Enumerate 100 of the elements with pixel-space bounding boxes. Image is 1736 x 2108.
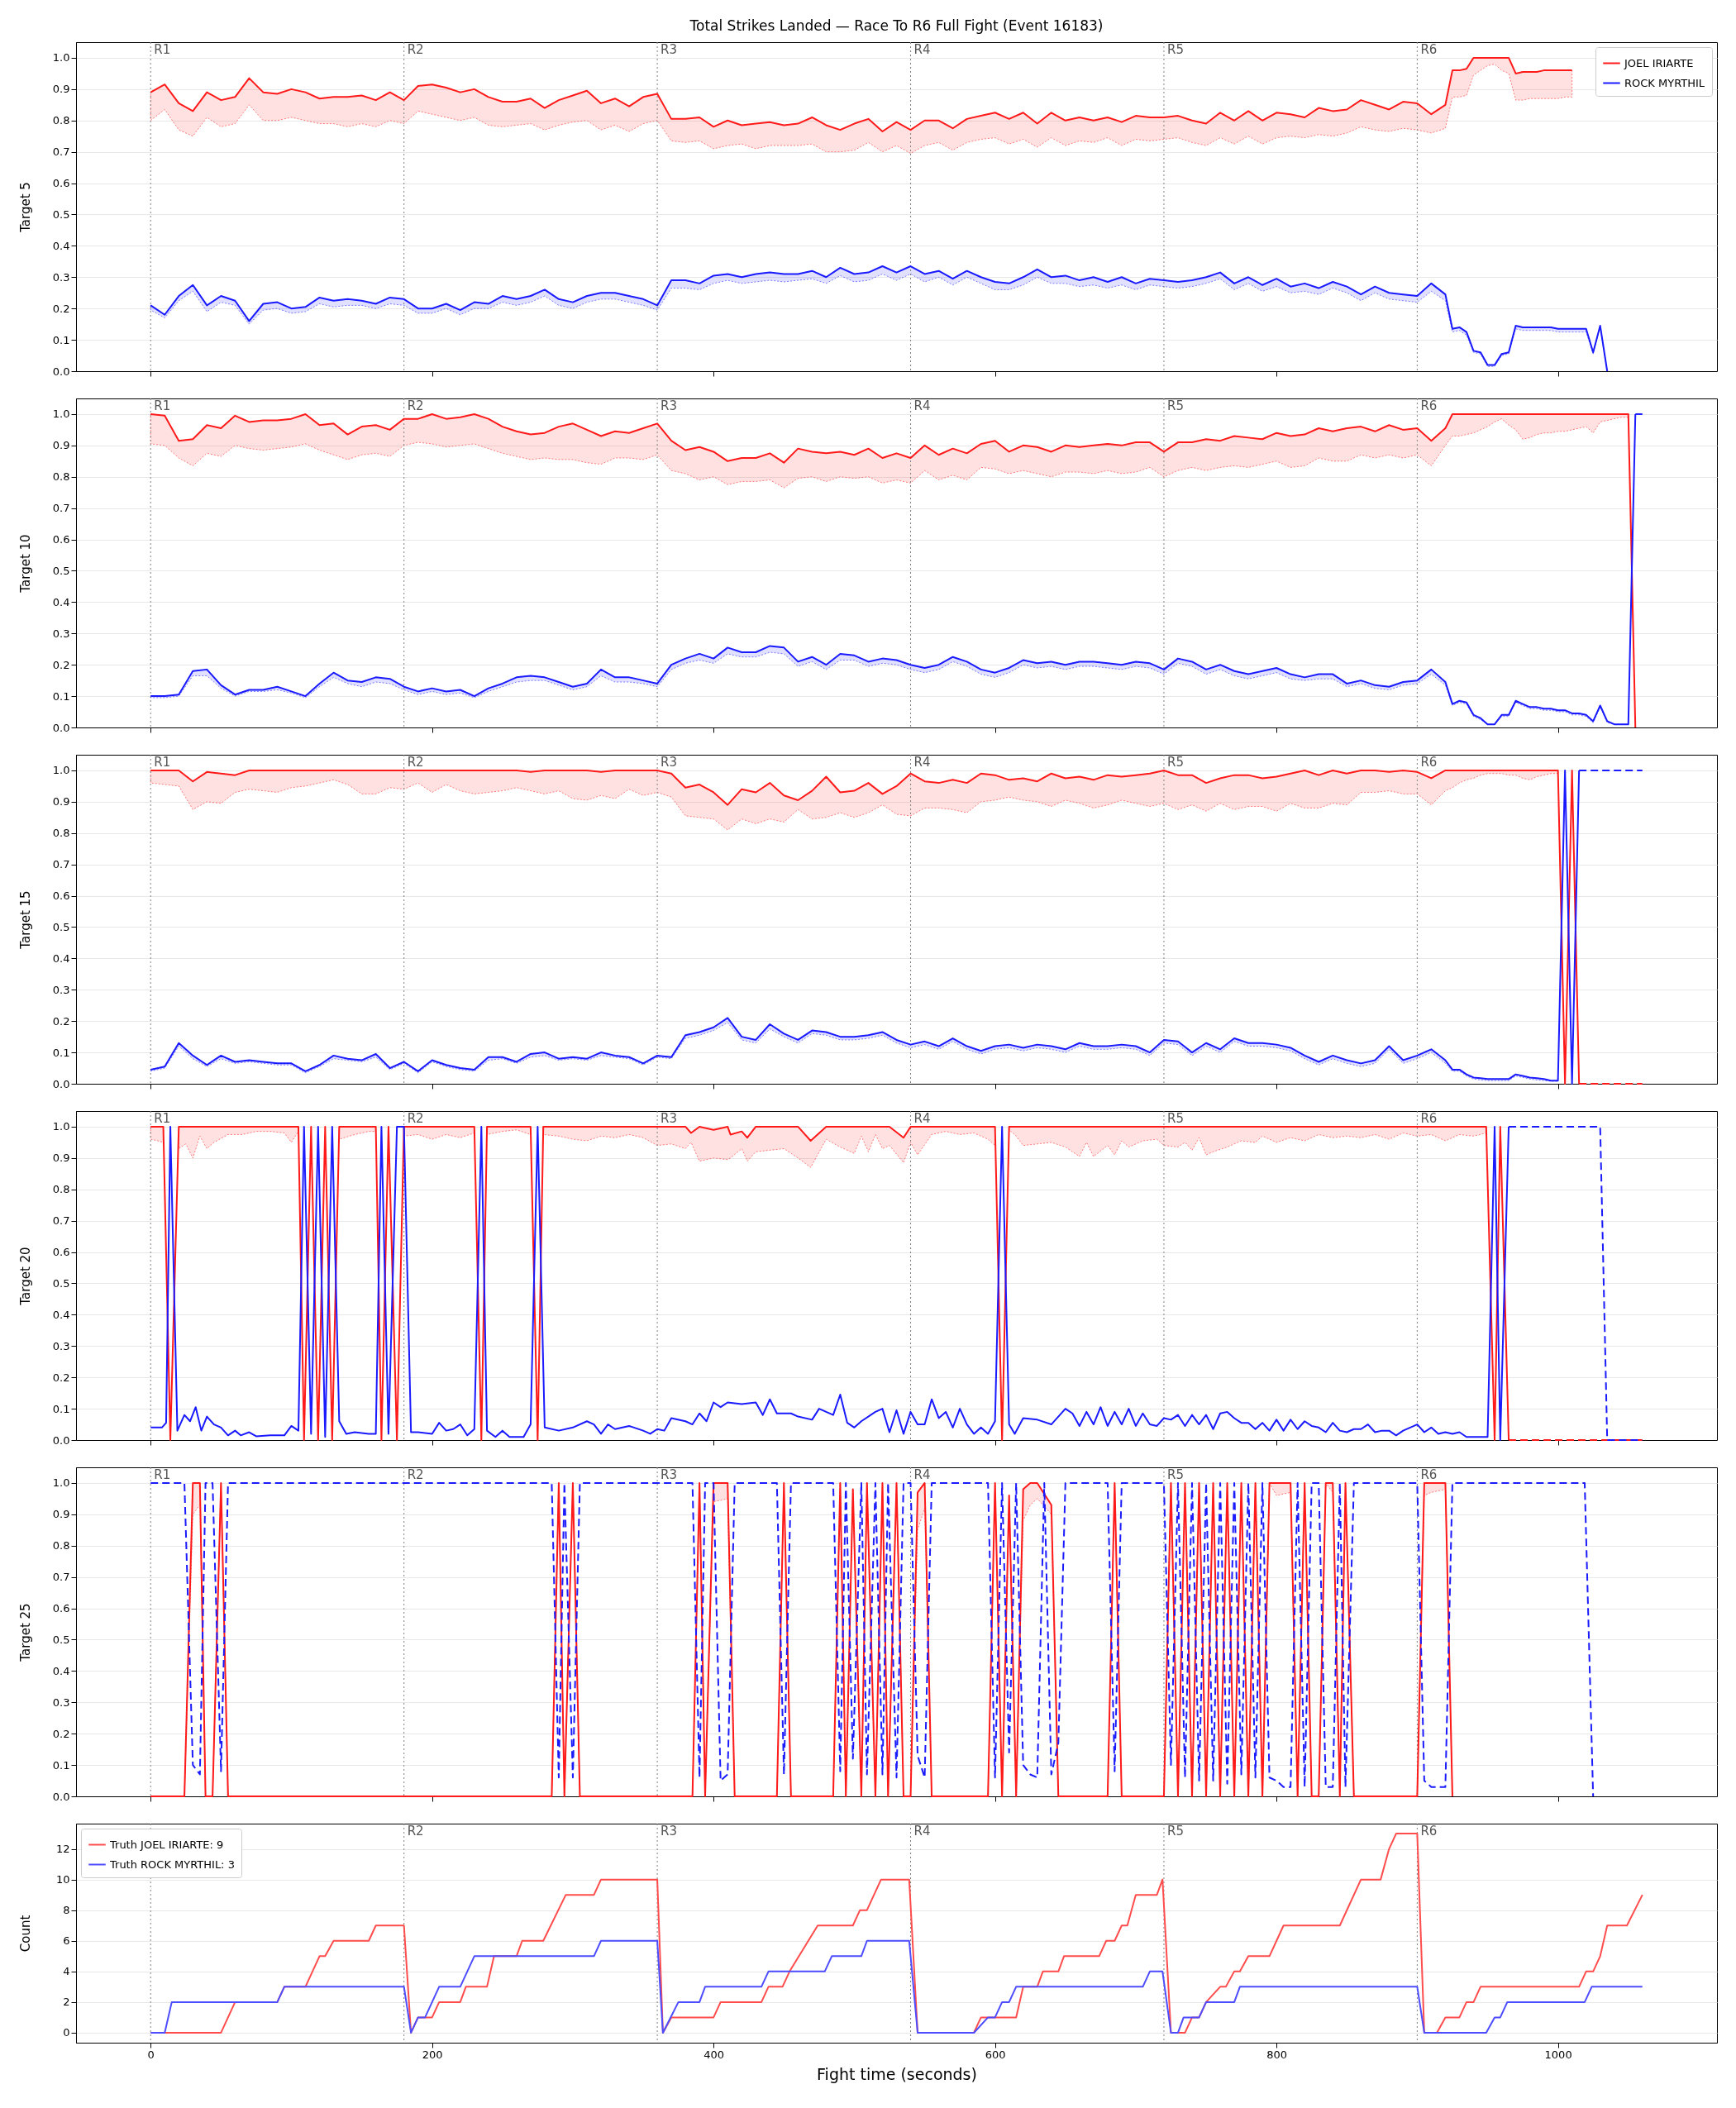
y-tick-label: 0.7 <box>52 858 70 871</box>
y-tick-label: 12 <box>55 1843 70 1856</box>
x-tick-label: 800 <box>1266 2048 1288 2061</box>
legend-label: Truth ROCK MYRTHIL: 3 <box>109 1858 235 1871</box>
ref-line-label: R4 <box>913 1824 931 1839</box>
y-tick-label: 0.4 <box>52 239 70 252</box>
y-tick-label: 1.0 <box>52 51 70 64</box>
y-tick-label: 0.9 <box>52 83 70 96</box>
ref-line-label: R3 <box>661 1467 678 1482</box>
ref-line-label: R5 <box>1166 1824 1184 1839</box>
y-tick-label: 0.2 <box>52 1014 70 1028</box>
ref-line-label: R4 <box>913 755 931 770</box>
ref-line-label: R6 <box>1420 755 1438 770</box>
ref-line-label: R6 <box>1420 1824 1438 1839</box>
y-tick-label: 0.3 <box>52 627 70 640</box>
y-tick-label: 0.2 <box>52 1371 70 1384</box>
x-tick-label: 0 <box>147 2048 155 2061</box>
ref-line-label: R2 <box>407 1467 424 1482</box>
ref-line-label: R6 <box>1420 1111 1438 1126</box>
y-tick-label: 0.7 <box>52 1571 70 1584</box>
ref-line-label: R5 <box>1166 398 1184 413</box>
y-axis-title: Count <box>17 1915 33 1953</box>
y-tick-label: 0.5 <box>52 920 70 933</box>
y-axis-title: Target 5 <box>17 182 33 233</box>
y-tick-label: 0.2 <box>52 1727 70 1740</box>
ref-line-label: R3 <box>661 42 678 57</box>
ref-line-label: R3 <box>661 1824 678 1839</box>
ref-line-label: R4 <box>913 1111 931 1126</box>
legend-label: JOEL IRIARTE <box>1624 56 1694 69</box>
ref-line-label: R5 <box>1166 755 1184 770</box>
y-tick-label: 0.8 <box>52 470 70 484</box>
ref-line-label: R5 <box>1166 42 1184 57</box>
ref-line-label: R2 <box>407 755 424 770</box>
ref-line-label: R1 <box>154 1111 171 1126</box>
y-tick-label: 0.6 <box>52 533 70 546</box>
y-tick-label: 1.0 <box>52 408 70 421</box>
ref-line-label: R4 <box>913 398 931 413</box>
y-tick-label: 0.3 <box>52 1339 70 1352</box>
y-tick-label: 0.3 <box>52 983 70 996</box>
y-tick-label: 1.0 <box>52 764 70 777</box>
ref-line-label: R2 <box>407 1824 424 1839</box>
ref-line-label: R3 <box>661 1111 678 1126</box>
y-tick-label: 1.0 <box>52 1476 70 1490</box>
y-tick-label: 0.3 <box>52 270 70 284</box>
y-tick-label: 0.8 <box>52 1183 70 1196</box>
y-tick-label: 0.6 <box>52 1246 70 1259</box>
ref-line-label: R2 <box>407 398 424 413</box>
chart-title: Total Strikes Landed — Race To R6 Full Fight (Event 16183) <box>689 17 1104 34</box>
y-tick-label: 0.6 <box>52 889 70 903</box>
y-tick-label: 0.2 <box>52 658 70 671</box>
y-tick-label: 0.6 <box>52 1602 70 1615</box>
x-tick-label: 600 <box>985 2048 1006 2061</box>
y-tick-label: 0.7 <box>52 145 70 159</box>
y-tick-label: 0.1 <box>52 1046 70 1059</box>
ref-line-label: R6 <box>1420 398 1438 413</box>
y-tick-label: 0.9 <box>52 1508 70 1521</box>
y-tick-label: 0.4 <box>52 1664 70 1677</box>
y-tick-label: 6 <box>63 1934 70 1948</box>
ref-line-label: R5 <box>1166 1467 1184 1482</box>
y-axis-title: Target 20 <box>17 1247 33 1306</box>
y-tick-label: 0.8 <box>52 1539 70 1552</box>
y-tick-label: 0.9 <box>52 439 70 452</box>
y-tick-label: 0.8 <box>52 114 70 127</box>
y-tick-label: 0.9 <box>52 1152 70 1165</box>
y-tick-label: 0.1 <box>52 689 70 703</box>
y-tick-label: 2 <box>63 1996 70 2009</box>
y-tick-label: 0.5 <box>52 1633 70 1646</box>
y-tick-label: 0.5 <box>52 207 70 221</box>
y-tick-label: 0.0 <box>52 1077 70 1090</box>
y-tick-label: 0.9 <box>52 795 70 808</box>
y-tick-label: 0.5 <box>52 1276 70 1290</box>
y-tick-label: 8 <box>63 1904 70 1917</box>
legend-label: ROCK MYRTHIL <box>1624 76 1705 89</box>
ref-line-label: R1 <box>154 398 171 413</box>
x-axis-title: Fight time (seconds) <box>817 2064 977 2083</box>
y-tick-label: 0.2 <box>52 302 70 315</box>
y-tick-label: 0.8 <box>52 827 70 840</box>
y-tick-label: 0.1 <box>52 1758 70 1772</box>
ref-line-label: R4 <box>913 1467 931 1482</box>
y-tick-label: 0.7 <box>52 502 70 515</box>
y-tick-label: 1.0 <box>52 1120 70 1133</box>
y-tick-label: 0.5 <box>52 564 70 577</box>
ref-line-label: R1 <box>154 755 171 770</box>
y-tick-label: 0.4 <box>52 1308 70 1321</box>
ref-line-label: R6 <box>1420 42 1438 57</box>
y-tick-label: 0.6 <box>52 177 70 190</box>
y-tick-label: 0.1 <box>52 333 70 346</box>
ref-line-label: R6 <box>1420 1467 1438 1482</box>
x-tick-label: 1000 <box>1544 2048 1572 2061</box>
ref-line-label: R4 <box>913 42 931 57</box>
y-tick-label: 0 <box>63 2026 70 2039</box>
ref-line-label: R2 <box>407 1111 424 1126</box>
y-axis-title: Target 15 <box>17 890 33 950</box>
y-tick-label: 0.4 <box>52 595 70 608</box>
y-tick-label: 10 <box>55 1873 70 1886</box>
y-tick-label: 0.3 <box>52 1695 70 1709</box>
x-tick-label: 400 <box>703 2048 725 2061</box>
y-tick-label: 0.4 <box>52 951 70 965</box>
ref-line-label: R3 <box>661 755 678 770</box>
y-tick-label: 0.0 <box>52 721 70 734</box>
